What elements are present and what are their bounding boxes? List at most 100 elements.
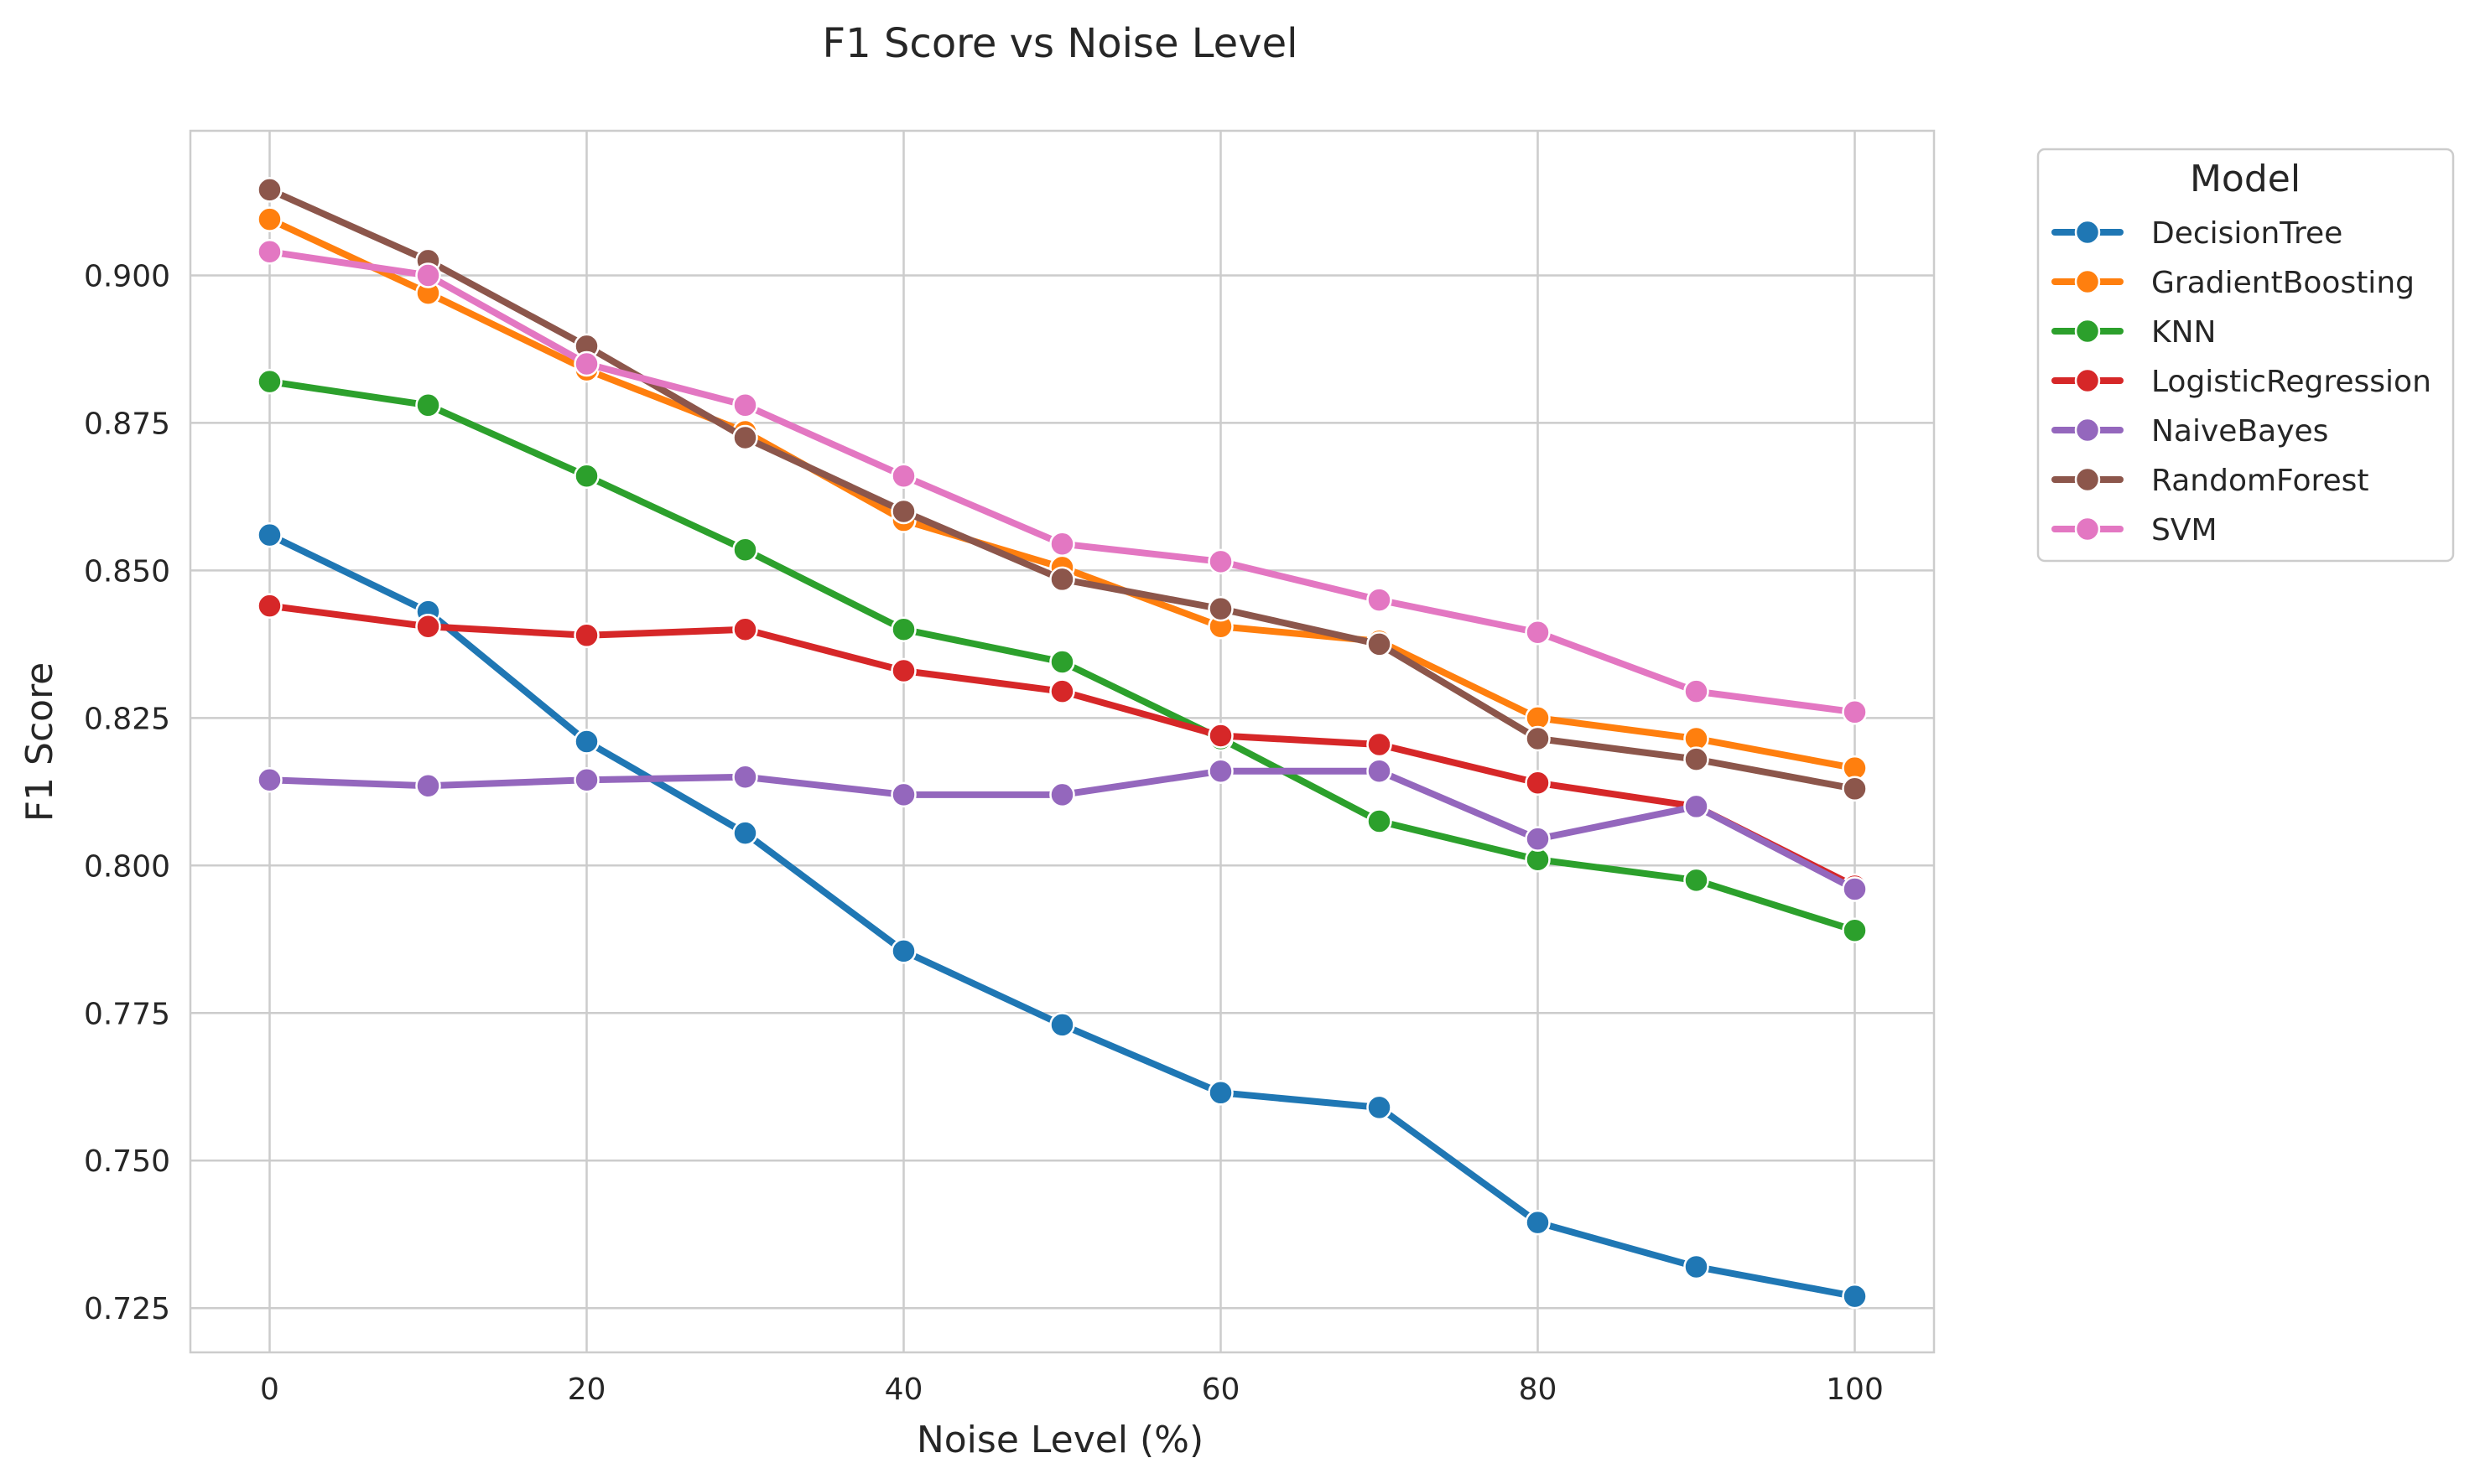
legend-marker [2074, 318, 2101, 345]
legend: Model DecisionTree GradientBoosting KNN Log… [2036, 148, 2455, 563]
y-tick-label: 0.800 [84, 849, 170, 884]
x-tick-label: 80 [1519, 1372, 1557, 1407]
data-point [574, 622, 600, 649]
data-point [415, 392, 441, 418]
data-point [257, 206, 283, 232]
data-point [1683, 793, 1709, 820]
data-point [891, 781, 917, 808]
data-point [732, 764, 758, 790]
data-point [1525, 620, 1551, 646]
data-point [1842, 699, 1868, 725]
data-point [1366, 587, 1392, 613]
data-point [1208, 595, 1234, 622]
y-tick-label: 0.725 [84, 1292, 170, 1326]
y-tick-label: 0.775 [84, 997, 170, 1031]
series-group [257, 177, 1868, 1310]
series-SVM [257, 239, 1868, 725]
data-point [1366, 758, 1392, 784]
data-point [257, 521, 283, 548]
data-point [891, 463, 917, 490]
legend-marker [2074, 367, 2101, 394]
x-tick-label: 100 [1826, 1372, 1884, 1407]
data-point [732, 820, 758, 846]
y-axis-label: F1 Score [18, 662, 61, 822]
data-point [574, 767, 600, 793]
data-point [1366, 808, 1392, 834]
legend-marker [2074, 268, 2101, 295]
grid [190, 131, 1934, 1352]
x-axis-tick-labels: 0 20 40 60 80 100 [260, 1372, 1884, 1407]
data-point [574, 350, 600, 377]
x-tick-label: 60 [1202, 1372, 1240, 1407]
data-point [1208, 758, 1234, 784]
data-point [257, 177, 283, 203]
data-point [1842, 1283, 1868, 1310]
x-tick-label: 20 [568, 1372, 606, 1407]
data-point [1366, 1094, 1392, 1121]
data-point [574, 463, 600, 490]
data-point [415, 262, 441, 288]
y-tick-label: 0.825 [84, 702, 170, 736]
plot-area-frame [189, 129, 1936, 1354]
data-point [1049, 781, 1075, 808]
data-point [1366, 631, 1392, 657]
data-point [1683, 1253, 1709, 1280]
data-point [891, 657, 917, 684]
y-tick-label: 0.900 [84, 259, 170, 293]
y-axis-tick-labels: 0.725 0.750 0.775 0.800 0.825 0.850 0.875 0.900 [84, 259, 170, 1326]
legend-marker [2074, 219, 2101, 246]
legend-item: DecisionTree [2051, 216, 2342, 251]
data-point [1683, 746, 1709, 772]
chart-title: F1 Score vs Noise Level [823, 20, 1298, 67]
data-point [1525, 826, 1551, 852]
data-point [1049, 678, 1075, 704]
legend-entries: DecisionTree GradientBoosting KNN LogisticR… [2051, 216, 2431, 547]
y-tick-label: 0.875 [84, 407, 170, 441]
data-point [891, 616, 917, 643]
legend-label: DecisionTree [2151, 216, 2342, 251]
legend-label: KNN [2151, 315, 2216, 350]
legend-item: GradientBoosting [2051, 266, 2415, 300]
y-tick-label: 0.750 [84, 1144, 170, 1179]
legend-item: SVM [2051, 513, 2217, 547]
data-point [415, 773, 441, 799]
data-point [1525, 725, 1551, 752]
legend-label: RandomForest [2151, 464, 2369, 498]
legend-item: KNN [2051, 315, 2216, 350]
legend-item: NaiveBayes [2051, 414, 2328, 449]
data-point [1049, 1012, 1075, 1038]
series-LogisticRegression [257, 593, 1868, 900]
data-point [732, 392, 758, 418]
data-point [1208, 548, 1234, 575]
data-point [1842, 876, 1868, 902]
data-point [1208, 1080, 1234, 1106]
data-point [1049, 531, 1075, 557]
data-point [415, 613, 441, 640]
x-axis-label: Noise Level (%) [917, 1419, 1204, 1461]
series-DecisionTree [257, 521, 1868, 1310]
data-point [732, 424, 758, 451]
data-point [1842, 776, 1868, 802]
data-point [257, 239, 283, 265]
legend-item: RandomForest [2051, 464, 2369, 498]
legend-label: NaiveBayes [2151, 414, 2328, 449]
legend-marker [2074, 516, 2101, 542]
legend-label: GradientBoosting [2151, 266, 2415, 300]
data-point [1525, 1209, 1551, 1236]
data-point [574, 729, 600, 755]
data-point [257, 593, 283, 619]
legend-title: Model [2190, 158, 2301, 200]
data-point [1683, 867, 1709, 894]
data-point [257, 368, 283, 395]
series-NaiveBayes [257, 758, 1868, 902]
data-point [1049, 566, 1075, 593]
data-point [1049, 649, 1075, 675]
legend-marker [2074, 417, 2101, 444]
y-tick-label: 0.850 [84, 554, 170, 589]
legend-marker [2074, 466, 2101, 493]
data-point [891, 498, 917, 525]
data-point [891, 938, 917, 964]
x-tick-label: 0 [260, 1372, 279, 1407]
data-point [732, 616, 758, 643]
